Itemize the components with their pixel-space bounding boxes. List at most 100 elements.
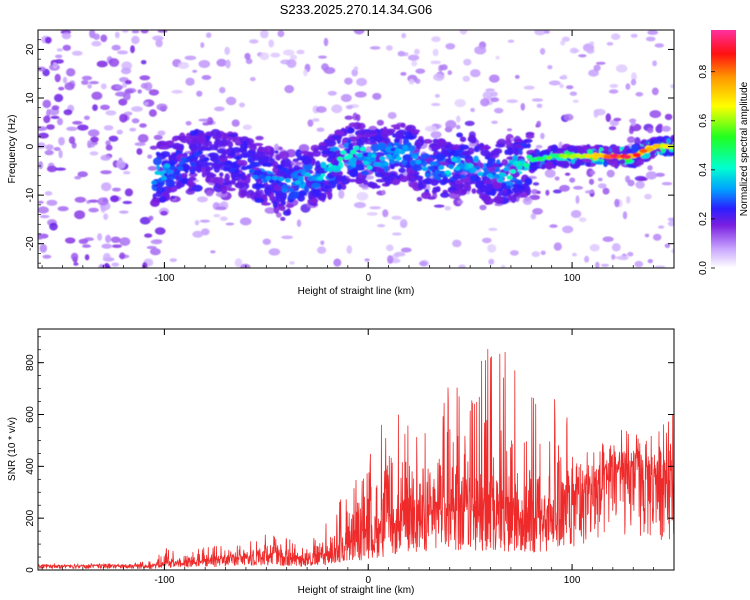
heatmap-cell	[66, 68, 76, 77]
heatmap-cell	[196, 196, 208, 203]
heatmap-cell	[240, 190, 248, 197]
heatmap-peak	[382, 161, 389, 167]
heatmap-cell	[195, 146, 206, 152]
heatmap-cell	[206, 32, 212, 38]
heatmap-cell	[400, 72, 407, 76]
heatmap-cell	[159, 145, 170, 150]
heatmap-cell	[434, 94, 440, 98]
heatmap-peak	[529, 157, 536, 163]
heatmap-cell	[124, 80, 132, 85]
heatmap-cell	[433, 204, 445, 208]
heatmap-cell	[44, 191, 53, 196]
heatmap-cell	[168, 159, 177, 167]
heatmap-cell	[575, 195, 580, 204]
heatmap-cell	[97, 197, 109, 206]
heatmap-cell	[219, 86, 226, 94]
heatmap-cell	[405, 124, 416, 132]
heatmap-peak	[346, 154, 353, 159]
heatmap-cell	[184, 55, 197, 61]
heatmap-cell	[430, 178, 439, 186]
heatmap-peak	[545, 155, 552, 160]
heatmap-cell	[456, 115, 461, 123]
heatmap-cell	[277, 30, 285, 38]
y-tick-label: 800	[25, 354, 36, 371]
heatmap-cell	[244, 52, 251, 60]
heatmap-cell	[58, 136, 65, 146]
heatmap-cell	[573, 185, 584, 190]
heatmap-cell	[255, 189, 262, 198]
heatmap-cell	[545, 161, 554, 170]
heatmap-cell	[82, 244, 91, 248]
heatmap-peak	[483, 170, 490, 175]
heatmap-cell	[398, 167, 406, 174]
heatmap-cell	[390, 124, 402, 128]
heatmap-cell	[240, 143, 245, 151]
heatmap-cell	[569, 91, 578, 96]
heatmap-cell	[415, 78, 421, 84]
heatmap-cell	[224, 149, 231, 154]
heatmap-peak	[219, 154, 226, 159]
heatmap-cell	[346, 178, 358, 183]
heatmap-cell	[414, 48, 420, 55]
heatmap-cell	[52, 62, 58, 69]
heatmap-cell	[197, 136, 207, 144]
heatmap-cell	[219, 216, 228, 221]
heatmap-cell	[631, 72, 637, 81]
heatmap-cell	[470, 138, 477, 144]
heatmap-cell	[545, 189, 550, 196]
heatmap-cell	[444, 206, 452, 211]
heatmap-cell	[190, 145, 198, 154]
colorbar: 0.0 0.2 0.4 0.6 0.8 Normalized spectral ampl…	[698, 30, 750, 275]
heatmap-peak	[395, 156, 402, 161]
heatmap-cell	[194, 220, 200, 226]
heatmap-cell	[427, 196, 436, 200]
heatmap-cell	[578, 217, 587, 223]
heatmap-cell	[114, 85, 124, 90]
heatmap-cell	[584, 190, 595, 194]
y-tick-label: 0	[25, 143, 36, 149]
heatmap-cell	[180, 173, 188, 178]
heatmap-cell	[120, 67, 132, 75]
x-tick-label: 0	[365, 273, 371, 284]
heatmap-cell	[613, 117, 622, 122]
heatmap-cell	[480, 149, 491, 157]
heatmap-cell	[595, 261, 600, 268]
heatmap-cell	[471, 188, 477, 194]
heatmap-cell	[38, 142, 46, 149]
heatmap-cell	[118, 98, 128, 106]
heatmap-cell	[115, 31, 120, 39]
heatmap-cell	[281, 235, 294, 240]
heatmap-cell	[411, 165, 423, 172]
heatmap-cell	[391, 232, 402, 236]
heatmap-cell	[356, 129, 368, 135]
heatmap-cell	[482, 91, 493, 100]
heatmap-peak	[249, 168, 255, 174]
heatmap-cell	[249, 39, 259, 44]
heatmap-cell	[667, 217, 674, 221]
heatmap-cell	[606, 169, 615, 178]
heatmap-cell	[367, 181, 376, 188]
heatmap-cell	[89, 81, 99, 85]
snr-x-label: Height of straight line (km)	[298, 585, 415, 596]
heatmap-cell	[431, 102, 441, 107]
heatmap-peak	[252, 174, 259, 180]
heatmap-cell	[284, 85, 295, 94]
heatmap-cell	[407, 54, 420, 61]
heatmap-cell	[282, 209, 292, 216]
heatmap-cell	[70, 252, 79, 261]
heatmap-cell	[539, 48, 546, 55]
heatmap-cell	[200, 42, 205, 48]
heatmap-cell	[490, 91, 498, 97]
heatmap-cell	[483, 183, 495, 193]
heatmap-peak	[164, 163, 171, 168]
y-tick-label: 0	[25, 567, 36, 573]
heatmap-cell	[239, 136, 250, 145]
heatmap-cell	[470, 69, 481, 78]
heatmap-cell	[346, 138, 352, 144]
heatmap-cell	[464, 120, 475, 126]
heatmap-peak	[268, 178, 275, 184]
heatmap-cell	[474, 45, 487, 55]
heatmap-cell	[324, 180, 330, 186]
heatmap-cell	[196, 90, 203, 97]
heatmap-cell	[119, 113, 128, 123]
